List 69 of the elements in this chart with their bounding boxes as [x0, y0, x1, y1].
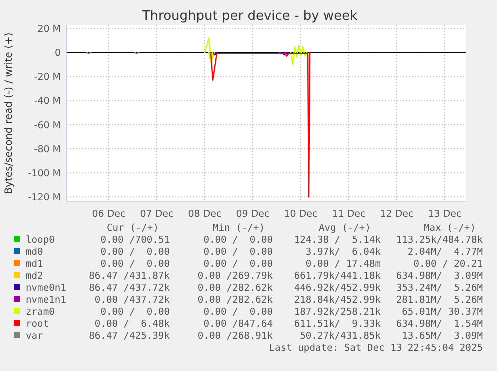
- line-series: [210, 52, 311, 198]
- legend-label: zram0: [26, 307, 56, 318]
- text: 0.00 /269.79k: [198, 271, 274, 282]
- text: 86.47 /425.39k: [89, 331, 170, 342]
- text: Cur (-/+): [107, 223, 159, 234]
- text: 611.51k/ 9.33k: [294, 319, 382, 330]
- legend-label: nvme1n1: [26, 295, 67, 306]
- y-tick-label: -80 M: [34, 144, 61, 156]
- x-tick-label: 06 Dec: [92, 209, 126, 220]
- text: 0.00 / 0.00: [204, 307, 274, 318]
- text: Min (-/+): [213, 223, 265, 234]
- y-tick-label: -40 M: [34, 96, 61, 108]
- text: 86.47 /431.87k: [89, 271, 170, 282]
- x-tick-label: 07 Dec: [140, 209, 174, 220]
- text: 0.00 / 0.00: [204, 247, 274, 258]
- legend-label: nvme0n1: [26, 283, 67, 294]
- text: 3.97k/ 6.04k: [306, 247, 382, 258]
- text: 0.00 /847.64: [204, 319, 274, 330]
- x-tick-label: 11 Dec: [332, 209, 366, 220]
- text: 2.04M/ 4.77M: [408, 247, 484, 258]
- y-tick-label: 0: [54, 48, 61, 60]
- legend-label: var: [26, 331, 44, 342]
- x-tick-label: 08 Dec: [188, 209, 222, 220]
- x-tick-label: 09 Dec: [236, 209, 270, 220]
- text: 0.00 /268.91k: [198, 331, 274, 342]
- y-tick-label: -60 M: [34, 120, 61, 132]
- text: 281.81M/ 5.26M: [396, 295, 484, 306]
- legend-label: loop0: [26, 235, 56, 246]
- text: 124.38 / 5.14k: [294, 235, 382, 246]
- text: 0.00 /282.62k: [198, 295, 274, 306]
- text: 634.98M/ 3.09M: [396, 271, 484, 282]
- text: 0.00 /282.62k: [198, 283, 274, 294]
- text: 0.00 /700.51: [100, 235, 170, 246]
- text: 0.00 / 0.00: [204, 235, 274, 246]
- y-tick-label: -20 M: [34, 72, 61, 84]
- text: 187.92k/258.21k: [294, 307, 382, 318]
- text: 446.92k/452.99k: [294, 283, 382, 294]
- text: 65.01M/ 30.37M: [402, 307, 484, 318]
- text: 0.00 / 0.00: [204, 259, 274, 270]
- x-tick-label: 13 Dec: [428, 209, 462, 220]
- legend-label: root: [26, 319, 50, 330]
- y-tick-label: 20 M: [38, 24, 61, 35]
- chart-title: Throughput per device - by week: [141, 9, 358, 24]
- text: 50.27k/431.85k: [300, 331, 382, 342]
- text: Max (-/+): [424, 223, 476, 234]
- text: 113.25k/484.78k: [396, 235, 484, 246]
- text: 218.84k/452.99k: [294, 295, 382, 306]
- x-tick-label: 10 Dec: [284, 209, 318, 220]
- text: 0.00 /437.72k: [94, 295, 170, 306]
- x-tick-label: 12 Dec: [380, 209, 414, 220]
- text: 86.47 /437.72k: [89, 283, 170, 294]
- legend-label: md0: [26, 247, 44, 258]
- legend-label: md1: [26, 259, 44, 270]
- text: 661.79k/441.18k: [294, 271, 382, 282]
- y-axis-title: Bytes/second read (-) / write (+): [4, 32, 15, 194]
- text: Last update: Sat Dec 13 22:45:04 2025: [269, 343, 483, 354]
- text: 0.00 / 6.48k: [94, 319, 170, 330]
- text: Avg (-/+): [319, 223, 371, 234]
- text: 0.00 / 0.00: [100, 259, 170, 270]
- text: 634.98M/ 1.54M: [396, 319, 484, 330]
- text: 0.00 / 20.21: [414, 259, 484, 270]
- text: 353.24M/ 5.26M: [396, 283, 484, 294]
- legend-label: md2: [26, 271, 44, 282]
- text: 0.00 / 0.00: [100, 307, 170, 318]
- text: 0.00 / 17.48m: [306, 259, 382, 270]
- y-tick-label: -120 M: [28, 192, 61, 204]
- text: 0.00 / 0.00: [100, 247, 170, 258]
- y-tick-label: -100 M: [28, 168, 61, 180]
- text: 13.65M/ 3.09M: [402, 331, 484, 342]
